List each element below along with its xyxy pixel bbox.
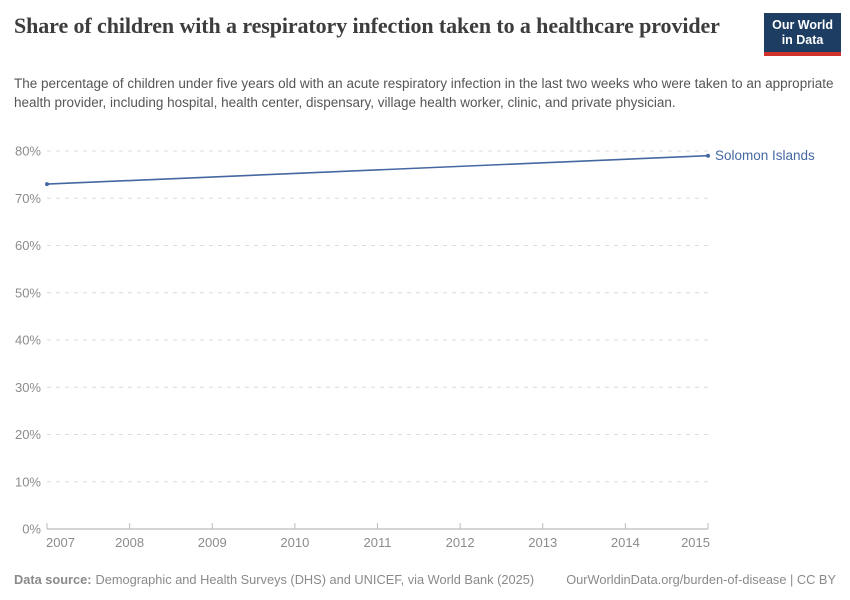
y-tick-label: 10% [15,474,41,489]
x-tick-label: 2007 [46,535,75,550]
y-tick-label: 20% [15,427,41,442]
y-tick-label: 30% [15,380,41,395]
x-tick-label: 2014 [611,535,640,550]
y-tick-label: 60% [15,238,41,253]
data-source-text: Demographic and Health Surveys (DHS) and… [95,572,535,587]
x-tick-label: 2010 [280,535,309,550]
chart-footer: Data source: Demographic and Health Surve… [14,572,836,587]
x-tick-label: 2013 [528,535,557,550]
data-source-label: Data source: [14,572,92,587]
y-tick-label: 70% [15,191,41,206]
series-line[interactable] [46,154,709,185]
page-title: Share of children with a respiratory inf… [14,13,720,38]
data-source-note: Data source: Demographic and Health Surve… [14,572,534,587]
x-tick-label: 2008 [115,535,144,550]
x-tick-label: 2015 [681,535,710,550]
chart-subtitle: The percentage of children under five ye… [14,76,834,110]
x-tick-label: 2012 [446,535,475,550]
series-label[interactable]: Solomon Islands [715,148,815,163]
logo-line-1: Our World [772,18,833,32]
y-tick-label: 80% [15,144,41,159]
license-link[interactable]: OurWorldinData.org/burden-of-disease | C… [566,572,836,587]
owid-logo[interactable]: Our World in Data [764,13,841,56]
y-tick-label: 40% [15,333,41,348]
x-tick-label: 2009 [198,535,227,550]
logo-line-2: in Data [781,33,824,47]
data-point[interactable] [45,182,49,187]
line-chart[interactable]: 0% 10% 20% 30% 40% 50% 60% 70% 80% 2007 2008 2009 20… [0,133,850,565]
x-tick-label: 2011 [364,535,392,550]
y-tick-label: 50% [15,285,41,300]
y-tick-label: 0% [22,522,41,537]
data-point[interactable] [706,153,710,158]
